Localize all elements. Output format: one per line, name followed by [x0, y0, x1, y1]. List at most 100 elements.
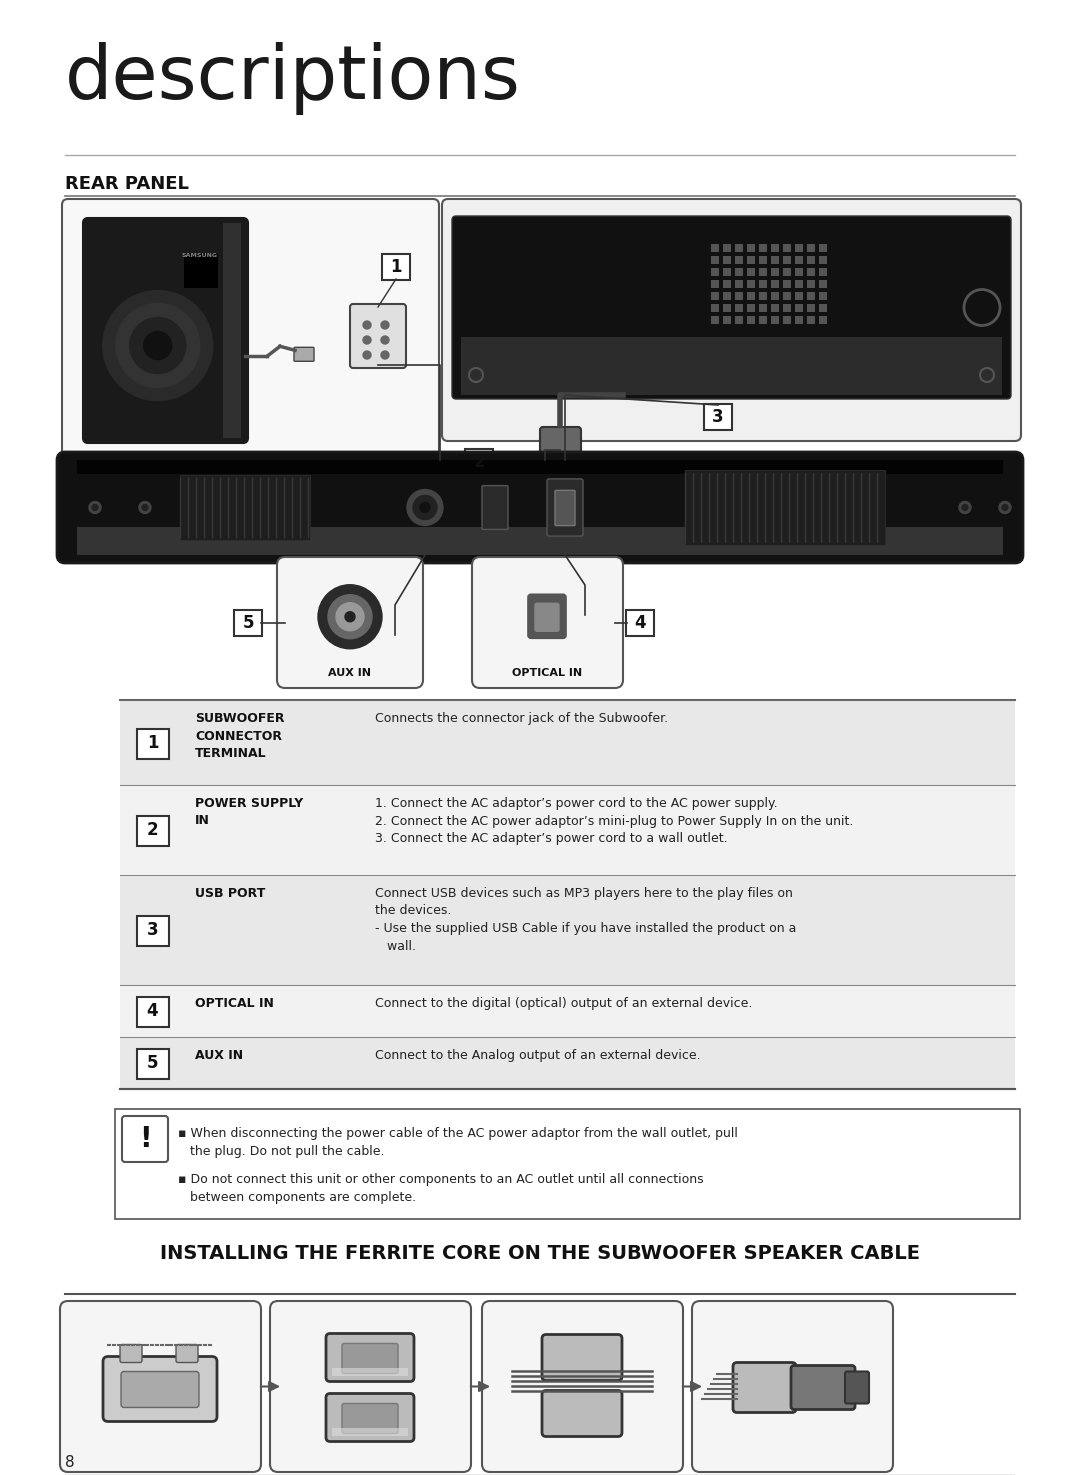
FancyBboxPatch shape [542, 1391, 622, 1437]
FancyBboxPatch shape [535, 603, 559, 631]
Bar [783, 304, 791, 313]
Bar [759, 304, 767, 313]
Bar [819, 292, 827, 299]
Bar [711, 243, 719, 252]
Bar [747, 280, 755, 288]
Circle shape [959, 502, 971, 513]
FancyBboxPatch shape [845, 1372, 869, 1404]
Text: 1. Connect the AC adaptor’s power cord to the AC power supply.
2. Connect the AC: 1. Connect the AC adaptor’s power cord t… [375, 796, 853, 845]
FancyBboxPatch shape [103, 1357, 217, 1422]
Bar [685, 471, 885, 544]
Text: ▪ Do not connect this unit or other components to an AC outlet until all connect: ▪ Do not connect this unit or other comp… [178, 1173, 704, 1204]
FancyBboxPatch shape [382, 254, 410, 280]
Bar [461, 336, 1002, 395]
Bar [759, 243, 767, 252]
FancyBboxPatch shape [482, 1301, 683, 1472]
Bar [783, 268, 791, 276]
Text: !: ! [138, 1125, 151, 1153]
Bar [807, 268, 815, 276]
Text: SUBWOOFER
CONNECTOR
TERMINAL: SUBWOOFER CONNECTOR TERMINAL [195, 712, 284, 760]
Bar [819, 280, 827, 288]
FancyBboxPatch shape [733, 1363, 796, 1413]
Bar [807, 304, 815, 313]
Circle shape [407, 490, 443, 525]
FancyBboxPatch shape [482, 485, 508, 530]
Text: 1: 1 [147, 733, 159, 751]
Circle shape [420, 503, 430, 512]
Text: SAMSUNG: SAMSUNG [181, 254, 218, 258]
Text: 8: 8 [65, 1454, 75, 1471]
FancyBboxPatch shape [555, 490, 575, 525]
Circle shape [139, 502, 151, 513]
Bar [759, 292, 767, 299]
Text: POWER SUPPLY
IN: POWER SUPPLY IN [195, 796, 303, 827]
Bar [77, 527, 1003, 555]
Text: OPTICAL IN: OPTICAL IN [512, 668, 582, 679]
FancyBboxPatch shape [176, 1345, 198, 1363]
Text: 1: 1 [390, 258, 402, 276]
Bar [795, 280, 804, 288]
Bar [735, 280, 743, 288]
Bar [783, 257, 791, 264]
Bar [771, 316, 779, 324]
Bar [771, 280, 779, 288]
Bar [711, 292, 719, 299]
FancyBboxPatch shape [114, 1109, 1020, 1218]
FancyBboxPatch shape [791, 1366, 855, 1410]
FancyBboxPatch shape [83, 218, 248, 442]
Text: 2: 2 [147, 822, 159, 839]
Bar [795, 243, 804, 252]
Text: OPTICAL IN: OPTICAL IN [195, 997, 274, 1010]
Bar [723, 316, 731, 324]
Circle shape [336, 603, 364, 631]
Circle shape [130, 317, 186, 373]
Bar [735, 257, 743, 264]
Text: 3: 3 [147, 920, 159, 940]
Text: Connect USB devices such as MP3 players here to the play files on
the devices.
-: Connect USB devices such as MP3 players … [375, 886, 796, 953]
Circle shape [962, 504, 968, 510]
Circle shape [345, 612, 355, 622]
Bar [807, 243, 815, 252]
Bar [771, 304, 779, 313]
Circle shape [381, 351, 389, 358]
Bar [711, 268, 719, 276]
Bar [807, 292, 815, 299]
FancyBboxPatch shape [626, 609, 654, 636]
Bar [711, 280, 719, 288]
FancyBboxPatch shape [342, 1344, 399, 1373]
Text: 3: 3 [712, 409, 724, 426]
Text: Connects the connector jack of the Subwoofer.: Connects the connector jack of the Subwo… [375, 712, 669, 726]
Text: descriptions: descriptions [65, 41, 521, 115]
Bar [771, 257, 779, 264]
Bar [735, 243, 743, 252]
FancyBboxPatch shape [442, 199, 1021, 441]
Bar [747, 316, 755, 324]
FancyBboxPatch shape [276, 558, 423, 687]
Bar [783, 243, 791, 252]
Bar [747, 243, 755, 252]
Bar [120, 1037, 1015, 1089]
Bar [332, 1428, 408, 1435]
Bar [795, 268, 804, 276]
Bar [77, 460, 1003, 475]
FancyBboxPatch shape [546, 479, 583, 535]
Bar [783, 280, 791, 288]
Bar [723, 292, 731, 299]
FancyBboxPatch shape [136, 916, 168, 945]
Bar [783, 292, 791, 299]
FancyBboxPatch shape [472, 558, 623, 687]
Bar [747, 292, 755, 299]
FancyBboxPatch shape [136, 1049, 168, 1080]
Bar [184, 254, 218, 288]
Text: REAR PANEL: REAR PANEL [65, 176, 189, 193]
Bar [771, 268, 779, 276]
Bar [735, 292, 743, 299]
Bar [819, 243, 827, 252]
FancyBboxPatch shape [350, 304, 406, 367]
FancyBboxPatch shape [57, 451, 1023, 563]
Circle shape [381, 336, 389, 344]
FancyBboxPatch shape [704, 404, 732, 431]
FancyBboxPatch shape [542, 1335, 622, 1381]
Bar [759, 316, 767, 324]
Text: 2: 2 [473, 453, 485, 471]
